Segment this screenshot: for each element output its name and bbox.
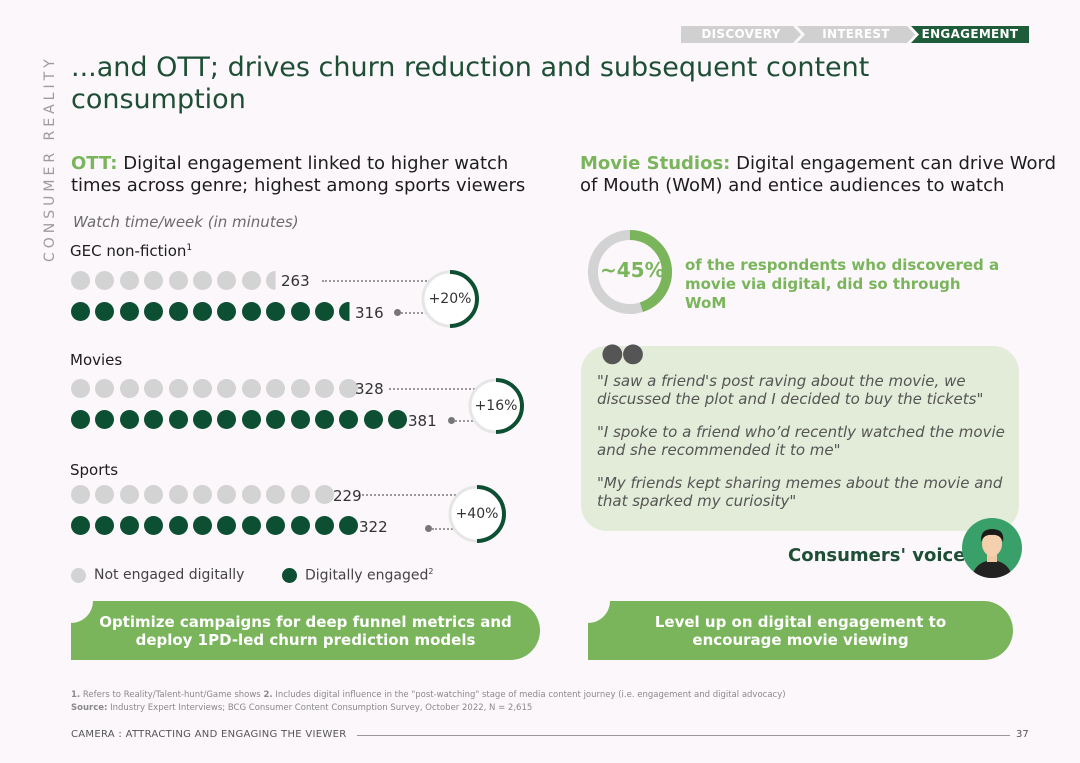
legend-engaged: Digitally engaged2: [282, 567, 433, 584]
uplift-ring-sports: [448, 485, 506, 543]
category-label-gec: GEC non-fiction1: [70, 242, 193, 260]
consumers-voice-label: Consumers' voice: [788, 545, 966, 566]
cta-ott: Optimize campaigns for deep funnel metri…: [71, 601, 540, 660]
dots-movies-engaged: [71, 410, 408, 429]
connector: [432, 528, 460, 530]
uplift-movies: +16%: [474, 398, 518, 414]
donut-value: ~45%: [600, 258, 665, 282]
wom-donut: [588, 230, 672, 314]
quote-1: "I saw a friend's post raving about the …: [597, 372, 984, 408]
connector-end-dot: [394, 309, 401, 316]
value-sports-not-engaged: 229: [333, 487, 362, 505]
value-movies-not-engaged: 328: [355, 380, 384, 398]
connector: [389, 388, 479, 390]
legend-not-engaged: Not engaged digitally: [71, 567, 244, 583]
category-label-movies: Movies: [70, 351, 123, 369]
connector: [362, 494, 464, 496]
legend-swatch-green: [282, 567, 297, 583]
studios-subtitle-text: Digital engagement can drive Word of Mou…: [580, 153, 1057, 196]
legend-swatch-grey: [71, 567, 86, 583]
footer-section-title: CAMERA : ATTRACTING AND ENGAGING THE VIE…: [71, 729, 347, 740]
footnotes: 1. Refers to Reality/Talent-hunt/Game sh…: [71, 690, 786, 700]
dots-gec-engaged: [71, 302, 359, 321]
value-sports-engaged: 322: [359, 518, 388, 536]
avatar-icon: [962, 518, 1022, 578]
ott-subtitle: OTT: Digital engagement linked to higher…: [71, 153, 561, 197]
connector: [455, 420, 477, 422]
connector: [322, 280, 430, 282]
footer-divider: [357, 735, 1010, 736]
quote-bubble: [581, 346, 1019, 531]
studios-subtitle: Movie Studios: Digital engagement can dr…: [580, 153, 1070, 197]
value-movies-engaged: 381: [408, 412, 437, 430]
unit-label: Watch time/week (in minutes): [73, 213, 299, 231]
breadcrumb-discovery: DISCOVERY: [681, 26, 801, 43]
dots-gec-not-engaged: [71, 271, 286, 290]
studios-subtitle-highlight: Movie Studios:: [580, 153, 731, 174]
value-gec-not-engaged: 263: [281, 272, 310, 290]
donut-description: of the respondents who discovered a movi…: [685, 256, 1000, 312]
breadcrumb-engagement: ENGAGEMENT: [911, 26, 1029, 43]
quote-marks-icon: ●●: [601, 338, 644, 368]
connector-end-dot: [448, 417, 455, 424]
cta-studios: Level up on digital engagement to encour…: [588, 601, 1013, 660]
uplift-ring-movies: [468, 378, 524, 434]
source-note: Source: Industry Expert Interviews; BCG …: [71, 703, 533, 713]
ott-subtitle-text: Digital engagement linked to higher watc…: [71, 153, 526, 196]
quote-2: "I spoke to a friend who’d recently watc…: [597, 423, 1005, 459]
category-label-sports: Sports: [70, 461, 119, 479]
breadcrumb: DISCOVERY INTEREST ENGAGEMENT: [681, 26, 1029, 43]
dots-sports-not-engaged: [71, 485, 334, 504]
breadcrumb-interest: INTEREST: [797, 26, 915, 43]
uplift-gec: +20%: [428, 291, 472, 307]
page-number: 37: [1016, 729, 1029, 740]
side-section-label: CONSUMER REALITY: [42, 55, 58, 262]
ott-subtitle-highlight: OTT:: [71, 153, 118, 174]
dots-sports-engaged: [71, 516, 359, 535]
connector-end-dot: [425, 525, 432, 532]
uplift-ring-gec: [421, 270, 479, 328]
page-title: ...and OTT; drives churn reduction and s…: [71, 52, 870, 115]
uplift-sports: +40%: [455, 506, 499, 522]
quote-3: "My friends kept sharing memes about the…: [597, 474, 1003, 510]
value-gec-engaged: 316: [355, 304, 384, 322]
dots-movies-not-engaged: [71, 379, 359, 398]
connector: [401, 312, 431, 314]
